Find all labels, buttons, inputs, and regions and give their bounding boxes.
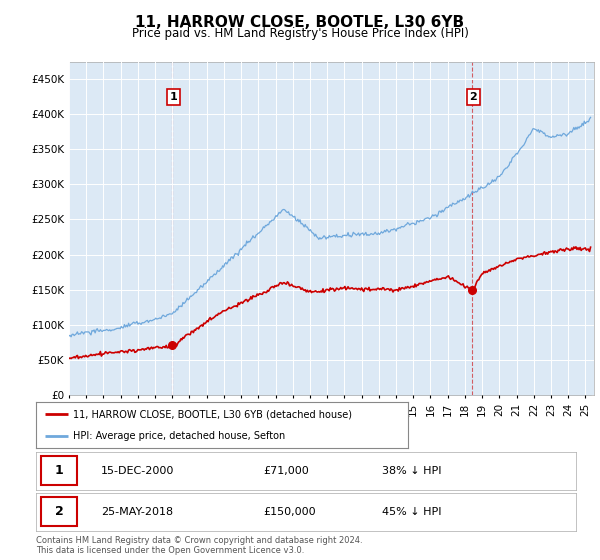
FancyBboxPatch shape	[41, 456, 77, 486]
Text: 38% ↓ HPI: 38% ↓ HPI	[382, 466, 441, 476]
FancyBboxPatch shape	[41, 497, 77, 526]
Text: 11, HARROW CLOSE, BOOTLE, L30 6YB: 11, HARROW CLOSE, BOOTLE, L30 6YB	[136, 15, 464, 30]
Text: 45% ↓ HPI: 45% ↓ HPI	[382, 507, 441, 517]
Text: 1: 1	[55, 464, 64, 478]
Text: 2: 2	[55, 505, 64, 519]
Text: 2: 2	[470, 92, 477, 102]
Text: 11, HARROW CLOSE, BOOTLE, L30 6YB (detached house): 11, HARROW CLOSE, BOOTLE, L30 6YB (detac…	[73, 409, 352, 419]
Text: £150,000: £150,000	[263, 507, 316, 517]
Text: 15-DEC-2000: 15-DEC-2000	[101, 466, 174, 476]
Text: 25-MAY-2018: 25-MAY-2018	[101, 507, 173, 517]
Text: HPI: Average price, detached house, Sefton: HPI: Average price, detached house, Seft…	[73, 431, 286, 441]
Text: £71,000: £71,000	[263, 466, 308, 476]
Text: Contains HM Land Registry data © Crown copyright and database right 2024.
This d: Contains HM Land Registry data © Crown c…	[36, 536, 362, 556]
Text: 1: 1	[170, 92, 178, 102]
Text: Price paid vs. HM Land Registry's House Price Index (HPI): Price paid vs. HM Land Registry's House …	[131, 27, 469, 40]
